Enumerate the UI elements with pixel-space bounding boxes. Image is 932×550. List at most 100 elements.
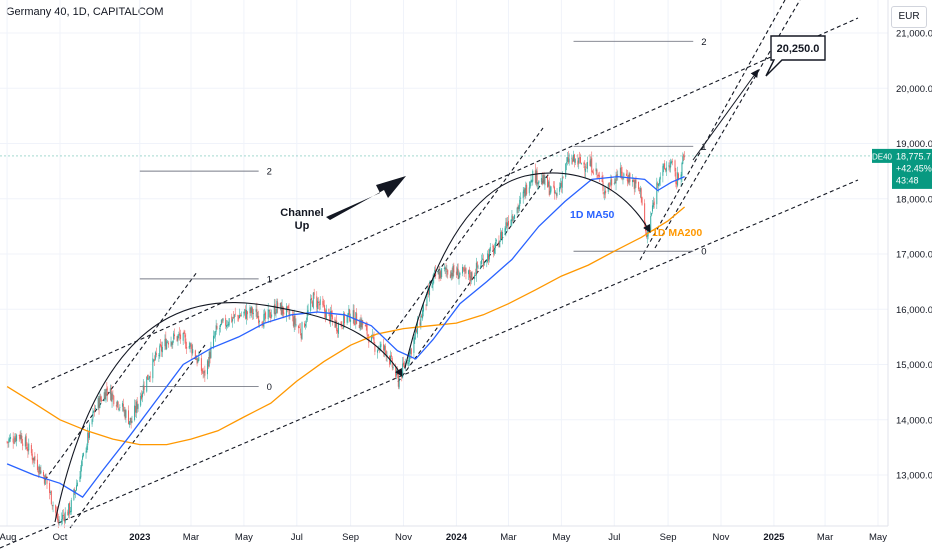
- candle-body: [458, 275, 460, 279]
- candle-body: [279, 303, 281, 308]
- candle-body: [147, 378, 149, 380]
- candle-body: [668, 165, 670, 167]
- candle-body: [226, 325, 228, 328]
- y-tick-label: 20,000.0: [896, 84, 932, 95]
- candle-body: [155, 352, 157, 356]
- candle-body: [571, 158, 573, 160]
- candle-body: [111, 393, 113, 402]
- candle-body: [317, 300, 319, 310]
- candle-body: [94, 409, 96, 411]
- candle-body: [354, 323, 356, 325]
- channel-arrow: [326, 176, 406, 220]
- candle-body: [49, 483, 51, 494]
- candle-body: [40, 470, 42, 474]
- candle-body: [243, 311, 245, 314]
- candle-body: [283, 312, 285, 315]
- candle-body: [597, 175, 599, 177]
- candle-body: [165, 338, 167, 349]
- candle-body: [389, 356, 391, 365]
- candle-body: [361, 319, 363, 328]
- candle-body: [633, 180, 635, 190]
- candle-body: [6, 441, 8, 443]
- candle-body: [408, 360, 410, 362]
- y-tick-label: 21,000.0: [896, 29, 932, 40]
- candle-body: [380, 343, 382, 347]
- candle-body: [635, 179, 637, 184]
- candle-body: [64, 511, 66, 523]
- candle-body: [604, 190, 606, 195]
- candle-body: [207, 360, 209, 367]
- candle-body: [43, 472, 45, 476]
- candle-body: [590, 158, 592, 167]
- candle-body: [85, 451, 87, 453]
- candle-body: [174, 334, 176, 337]
- candle-body: [376, 350, 378, 353]
- candle-body: [619, 167, 621, 177]
- candle-body: [154, 352, 156, 360]
- candle-body: [422, 303, 424, 312]
- candle-body: [8, 439, 10, 443]
- candle-body: [434, 270, 436, 273]
- candle-body: [204, 369, 206, 376]
- candle-body: [190, 344, 192, 346]
- candle-body: [419, 322, 421, 326]
- leg3-upper: [639, 0, 786, 261]
- candle-body: [331, 315, 333, 320]
- candle-body: [73, 489, 75, 500]
- candle-body: [495, 239, 497, 242]
- candle-body: [365, 325, 367, 327]
- channel-label: Up: [295, 220, 310, 232]
- candle-body: [550, 186, 552, 192]
- candle-body: [384, 345, 386, 351]
- candle-body: [171, 342, 173, 345]
- candle-body: [213, 336, 215, 338]
- candle-body: [525, 184, 527, 196]
- candle-body: [177, 335, 179, 341]
- candle-body: [49, 492, 51, 494]
- candle-body: [644, 203, 646, 225]
- candle-body: [605, 190, 607, 194]
- candle-body: [161, 347, 163, 353]
- candle-body: [403, 362, 405, 366]
- candle-body: [154, 359, 156, 361]
- candle-body: [106, 388, 108, 391]
- candle-body: [86, 445, 88, 452]
- candle-body: [511, 215, 513, 221]
- candle-body: [117, 401, 119, 409]
- candle-body: [226, 324, 228, 326]
- leg2-lower: [397, 167, 554, 383]
- leg1-lower: [69, 344, 206, 529]
- candle-body: [334, 318, 336, 328]
- candle-body: [468, 269, 470, 278]
- candle-body: [167, 342, 169, 345]
- y-tick-label: 14,000.0: [896, 415, 932, 426]
- price-badge-countdown: 43:48: [896, 175, 919, 185]
- ma200-label: 1D MA200: [652, 227, 702, 239]
- currency-button[interactable]: EUR: [891, 6, 927, 28]
- candle-body: [392, 366, 394, 369]
- candle-body: [449, 274, 451, 279]
- candle-body: [294, 315, 296, 325]
- candle-body: [44, 474, 46, 485]
- candle-body: [57, 518, 59, 522]
- x-tick-label: Jul: [608, 532, 620, 543]
- candle-body: [379, 345, 381, 350]
- candle-body: [25, 436, 27, 447]
- candle-body: [367, 335, 369, 336]
- candle-body: [9, 437, 11, 441]
- candle-body: [653, 201, 655, 205]
- candle-body: [611, 178, 613, 186]
- candle-body: [197, 359, 199, 363]
- candle-body: [559, 186, 561, 192]
- arc-1: [54, 302, 403, 523]
- candle-body: [622, 177, 624, 179]
- candle-body: [220, 319, 222, 326]
- candle-body: [370, 335, 372, 342]
- candle-body: [487, 253, 489, 263]
- candle-body: [135, 401, 137, 413]
- candle-body: [97, 397, 99, 409]
- candle-body: [481, 258, 483, 260]
- candle-body: [143, 386, 145, 390]
